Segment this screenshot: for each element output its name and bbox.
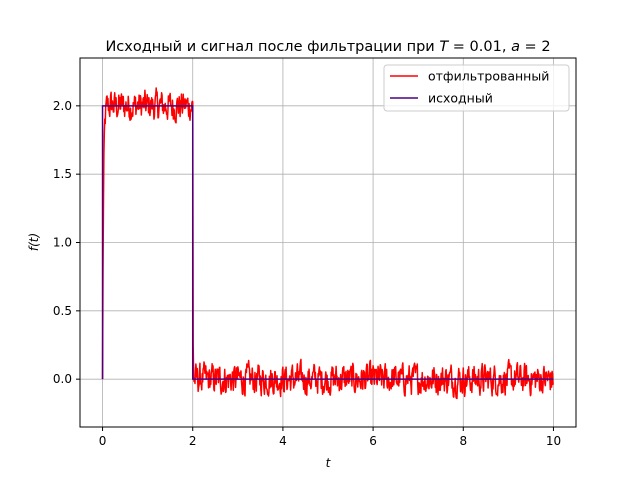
chart-title: Исходный и сигнал после фильтрации при T…	[105, 39, 550, 55]
legend-box	[383, 64, 570, 112]
x-tick-label: 2	[189, 434, 197, 448]
y-tick-label: 1.0	[53, 236, 72, 250]
x-tick-label: 6	[369, 434, 377, 448]
x-tick-label: 10	[546, 434, 561, 448]
legend-label-filtered: отфильтрованный	[428, 69, 549, 84]
x-tick-label: 8	[459, 434, 467, 448]
y-tick-label: 2.0	[53, 99, 72, 113]
axis-ticks: 0 2 4 6 8 10 0.0 0.5 1.0 1.5 2.0	[53, 99, 561, 448]
legend-label-original: исходный	[428, 91, 493, 106]
series-line-filtered	[101, 87, 554, 400]
series-line-original	[101, 105, 554, 380]
y-tick-label: 0.0	[53, 372, 72, 386]
x-tick-label: 4	[279, 434, 287, 448]
x-tick-label: 0	[99, 434, 107, 448]
legend: отфильтрованный исходный	[383, 64, 570, 112]
plot-series	[101, 87, 554, 400]
x-axis-label: t	[326, 456, 332, 470]
y-tick-label: 0.5	[53, 304, 72, 318]
y-tick-label: 1.5	[53, 167, 72, 181]
y-axis-label: f(t)	[27, 233, 41, 251]
